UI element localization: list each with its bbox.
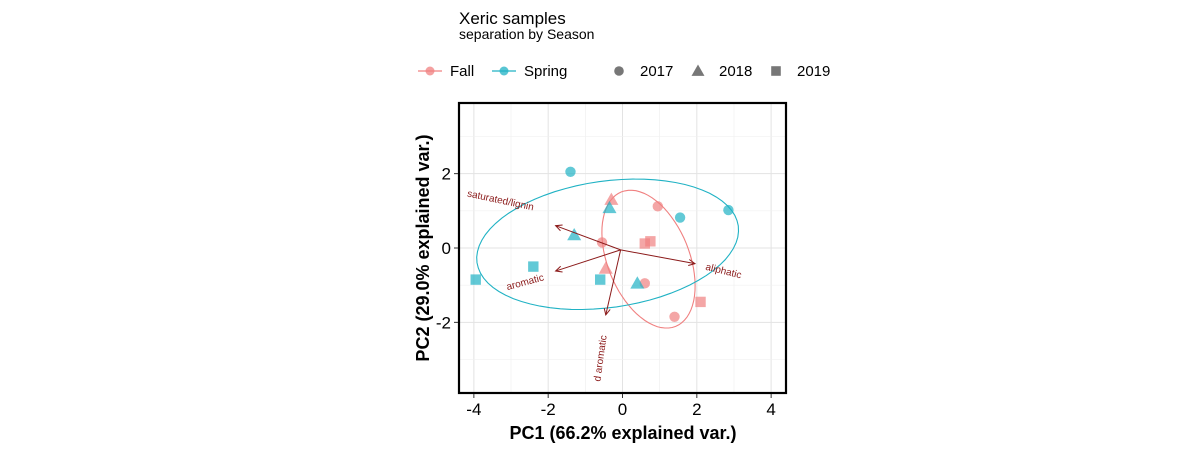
point-fall-2018: [598, 261, 613, 274]
point-fall-2017: [652, 201, 664, 212]
legend-label-2019: 2019: [797, 63, 830, 80]
y-axis-title: PC2 (29.0% explained var.): [413, 134, 433, 361]
legend-key-circle: [614, 66, 624, 76]
point-spring-2018: [630, 276, 645, 289]
loading-arrowhead-2: [554, 265, 563, 273]
legend-label-2018: 2018: [719, 63, 752, 80]
point-spring-2017: [565, 166, 576, 177]
loading-arrowhead-1: [688, 259, 697, 266]
point-spring-2018: [567, 227, 582, 241]
x-axis-title: PC1 (66.2% explained var.): [509, 423, 736, 443]
legend-label-2017: 2017: [640, 63, 673, 80]
point-spring-2019: [595, 274, 606, 285]
point-fall-2019: [639, 238, 650, 249]
legend-label-spring: Spring: [524, 63, 567, 80]
legend-label-fall: Fall: [450, 63, 474, 80]
x-tick-label: -2: [541, 400, 556, 419]
loading-arrow-3: [605, 249, 622, 316]
legend: Fall Spring 2017 2018 2019: [418, 63, 830, 80]
x-tick-label: 4: [766, 400, 775, 419]
x-axis-ticks: -4 -2 0 2 4: [466, 394, 776, 419]
ellipse-spring: [476, 178, 740, 311]
legend-key-point-fall: [425, 66, 435, 76]
loading-arrowhead-3: [603, 307, 611, 317]
point-spring-2019: [528, 261, 539, 272]
loading-arrowhead-0: [554, 224, 563, 232]
point-fall-2018: [604, 192, 619, 205]
data-points: [470, 166, 734, 322]
y-tick-label: 0: [442, 239, 451, 258]
y-axis-ticks: -2 0 2: [436, 165, 458, 332]
y-tick-label: -2: [436, 313, 451, 332]
legend-key-point-spring: [499, 66, 509, 76]
point-spring-2019: [470, 274, 481, 285]
point-spring-2017: [674, 212, 686, 223]
loading-arrow-0: [555, 225, 621, 251]
point-fall-2019: [695, 296, 706, 308]
confidence-ellipses: [476, 178, 740, 329]
loading-arrow-2: [555, 249, 621, 272]
panel-border: [457, 101, 788, 395]
point-fall-2017: [669, 311, 680, 322]
ellipse-fall: [601, 189, 696, 329]
point-spring-2018: [602, 200, 617, 214]
x-tick-label: 2: [692, 400, 701, 419]
x-tick-label: -4: [466, 400, 481, 419]
point-spring-2017: [723, 204, 734, 216]
point-fall-2019: [645, 236, 656, 247]
grid-lines: [459, 103, 786, 393]
y-tick-label: 2: [442, 165, 451, 184]
x-tick-label: 0: [618, 400, 627, 419]
legend-key-triangle: [691, 64, 705, 76]
legend-key-square: [771, 66, 781, 76]
chart-title: Xeric samples: [459, 9, 566, 28]
loading-arrow-1: [620, 249, 696, 265]
chart-subtitle: separation by Season: [459, 26, 594, 42]
